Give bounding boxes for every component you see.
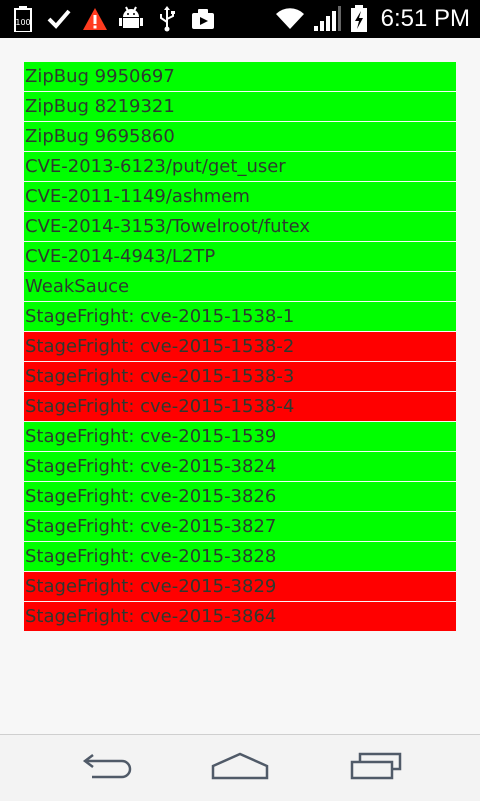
test-label: StageFright: cve-2015-1538-2 [25, 336, 295, 357]
warning-icon [82, 6, 108, 32]
battery-charging-icon [349, 5, 369, 32]
recent-apps-icon [348, 751, 404, 785]
svg-text:100: 100 [15, 18, 30, 27]
test-label: CVE-2013-6123/put/get_user [25, 156, 286, 177]
test-row-fail[interactable]: StageFright: cve-2015-3864 [24, 602, 456, 631]
notification-icons: 100 [10, 4, 216, 34]
media-icon [190, 6, 216, 32]
test-row-pass[interactable]: CVE-2013-6123/put/get_user [24, 152, 456, 181]
status-bar: 100 6:51 PM [0, 0, 480, 38]
test-row-pass[interactable]: StageFright: cve-2015-3827 [24, 512, 456, 541]
test-label: ZipBug 9695860 [25, 126, 175, 147]
test-row-fail[interactable]: StageFright: cve-2015-1538-3 [24, 362, 456, 391]
android-debug-icon [118, 6, 144, 32]
test-label: CVE-2014-4943/L2TP [25, 246, 216, 267]
test-row-pass[interactable]: StageFright: cve-2015-3828 [24, 542, 456, 571]
wifi-icon [275, 6, 305, 32]
test-row-pass[interactable]: CVE-2011-1149/ashmem [24, 182, 456, 211]
home-icon [210, 751, 270, 785]
test-row-pass[interactable]: StageFright: cve-2015-1538-1 [24, 302, 456, 331]
test-label: CVE-2011-1149/ashmem [25, 186, 250, 207]
test-row-pass[interactable]: WeakSauce [24, 272, 456, 301]
battery-100-icon: 100 [10, 6, 36, 32]
navigation-bar [0, 734, 480, 801]
test-row-pass[interactable]: CVE-2014-3153/Towelroot/futex [24, 212, 456, 241]
test-row-pass[interactable]: ZipBug 8219321 [24, 92, 456, 121]
test-row-pass[interactable]: StageFright: cve-2015-1539 [24, 422, 456, 451]
test-label: ZipBug 8219321 [25, 96, 175, 117]
test-label: ZipBug 9950697 [25, 66, 175, 87]
test-results-list: ZipBug 9950697 ZipBug 8219321 ZipBug 96958… [24, 62, 456, 632]
test-label: StageFright: cve-2015-3824 [25, 456, 277, 477]
test-label: StageFright: cve-2015-1538-4 [25, 396, 295, 417]
test-row-pass[interactable]: ZipBug 9695860 [24, 122, 456, 151]
test-row-fail[interactable]: StageFright: cve-2015-3829 [24, 572, 456, 601]
signal-icon [313, 6, 341, 32]
test-label: StageFright: cve-2015-3864 [25, 606, 277, 627]
test-label: StageFright: cve-2015-3826 [25, 486, 277, 507]
test-row-pass[interactable]: StageFright: cve-2015-3826 [24, 482, 456, 511]
test-row-pass[interactable]: ZipBug 9950697 [24, 62, 456, 91]
test-label: StageFright: cve-2015-1539 [25, 426, 277, 447]
test-label: StageFright: cve-2015-1538-1 [25, 306, 295, 327]
test-label: StageFright: cve-2015-3827 [25, 516, 277, 537]
recent-apps-button[interactable] [346, 749, 406, 787]
test-row-pass[interactable]: CVE-2014-4943/L2TP [24, 242, 456, 271]
test-label: StageFright: cve-2015-3828 [25, 546, 277, 567]
test-label: StageFright: cve-2015-3829 [25, 576, 277, 597]
back-icon [80, 751, 136, 785]
usb-icon [154, 6, 180, 32]
check-icon [46, 6, 72, 32]
test-row-fail[interactable]: StageFright: cve-2015-1538-2 [24, 332, 456, 361]
test-label: WeakSauce [25, 276, 130, 297]
system-icons: 6:51 PM [275, 4, 470, 34]
test-row-fail[interactable]: StageFright: cve-2015-1538-4 [24, 392, 456, 421]
test-row-pass[interactable]: StageFright: cve-2015-3824 [24, 452, 456, 481]
home-button[interactable] [210, 749, 270, 787]
back-button[interactable] [78, 749, 138, 787]
status-time: 6:51 PM [380, 5, 470, 32]
test-label: StageFright: cve-2015-1538-3 [25, 366, 295, 387]
test-label: CVE-2014-3153/Towelroot/futex [25, 216, 311, 237]
